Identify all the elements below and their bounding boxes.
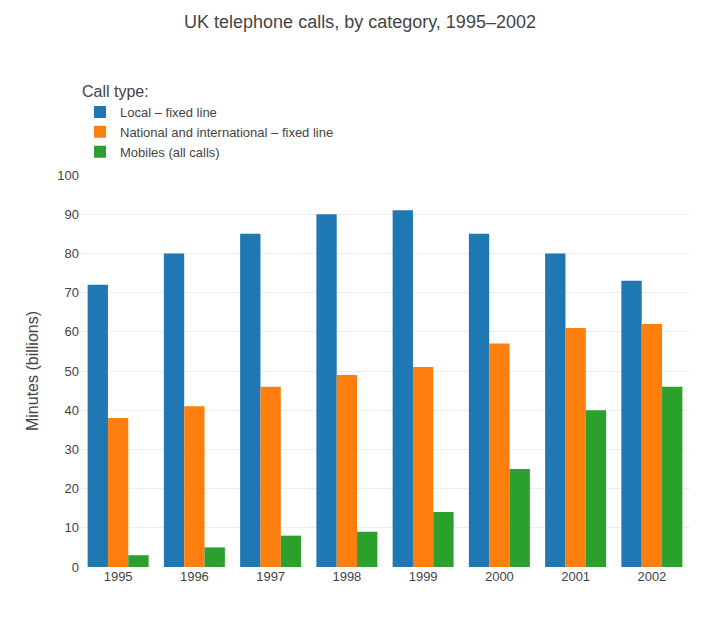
svg-text:Mobiles (all calls): Mobiles (all calls) [120,145,220,160]
svg-text:70: 70 [65,285,79,300]
svg-text:1996: 1996 [180,569,209,584]
svg-text:1998: 1998 [332,569,361,584]
svg-text:100: 100 [57,168,79,183]
svg-text:Call type:: Call type: [82,83,149,100]
svg-text:1997: 1997 [256,569,285,584]
svg-text:50: 50 [65,364,79,379]
svg-text:40: 40 [65,403,79,418]
svg-text:UK telephone calls, by categor: UK telephone calls, by category, 1995–20… [184,12,536,32]
svg-text:20: 20 [65,481,79,496]
svg-text:30: 30 [65,442,79,457]
svg-text:90: 90 [65,207,79,222]
svg-text:Local – fixed line: Local – fixed line [120,105,217,120]
svg-text:2001: 2001 [561,569,590,584]
svg-text:80: 80 [65,246,79,261]
svg-text:National and international – f: National and international – fixed line [120,125,333,140]
svg-text:2002: 2002 [637,569,666,584]
svg-text:60: 60 [65,324,79,339]
svg-text:2000: 2000 [485,569,514,584]
svg-text:1999: 1999 [409,569,438,584]
svg-text:0: 0 [72,560,79,575]
svg-text:Minutes (billions): Minutes (billions) [24,311,41,431]
svg-text:10: 10 [65,520,79,535]
svg-text:1995: 1995 [104,569,133,584]
